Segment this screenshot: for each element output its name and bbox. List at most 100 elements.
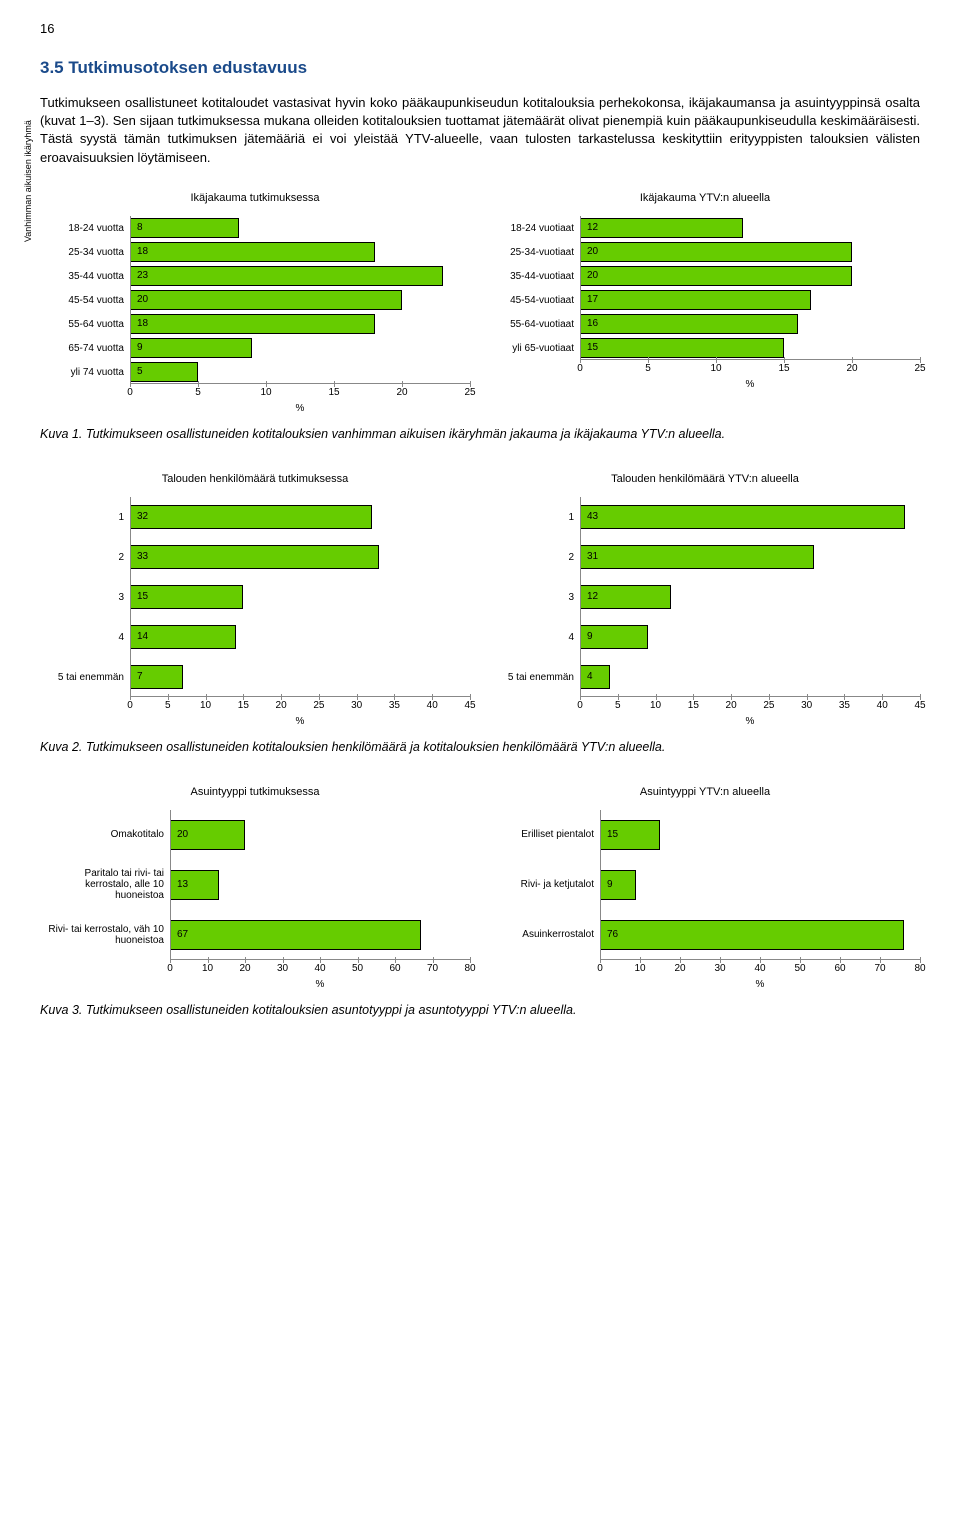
chart-bar-area: 16 xyxy=(580,312,920,336)
chart-bar-area: 20 xyxy=(580,264,920,288)
chart-row: yli 74 vuotta 5 xyxy=(40,360,470,384)
chart-category-label: 25-34-vuotiaat xyxy=(490,247,580,258)
chart-tick-label: 10 xyxy=(650,699,661,713)
chart-tick-label: 0 xyxy=(127,699,133,713)
chart-tick-label: 25 xyxy=(464,386,475,400)
chart-bar-area: 67 xyxy=(170,910,470,960)
chart-tick-label: 20 xyxy=(396,386,407,400)
chart-xlabel: % xyxy=(580,378,920,392)
chart-tick-label: 15 xyxy=(688,699,699,713)
chart-title: Asuintyyppi tutkimuksessa xyxy=(40,785,470,800)
chart-tick-label: 50 xyxy=(352,962,363,976)
chart-bar-value: 20 xyxy=(587,245,598,259)
chart-row: 2 31 xyxy=(490,537,920,577)
chart-tick-label: 0 xyxy=(577,699,583,713)
chart-tick-label: 5 xyxy=(615,699,621,713)
chart-category-label: 35-44 vuotta xyxy=(40,271,130,282)
chart-bar-value: 12 xyxy=(587,590,598,604)
chart-tick-label: 10 xyxy=(260,386,271,400)
chart-tick-label: 0 xyxy=(127,386,133,400)
chart-tick-label: 15 xyxy=(778,362,789,376)
chart-bar: 9 xyxy=(580,625,648,649)
chart-category-label: 3 xyxy=(40,592,130,603)
chart-bar: 4 xyxy=(580,665,610,689)
chart-row: 5 tai enemmän 4 xyxy=(490,657,920,697)
chart-bar-value: 5 xyxy=(137,365,143,379)
chart-bar-area: 12 xyxy=(580,216,920,240)
chart-row: 25-34-vuotiaat 20 xyxy=(490,240,920,264)
chart-xlabel: % xyxy=(130,402,470,416)
chart-category-label: 5 tai enemmän xyxy=(40,672,130,683)
chart-tick-label: 40 xyxy=(314,962,325,976)
chart-category-label: 45-54-vuotiaat xyxy=(490,295,580,306)
chart-bar: 18 xyxy=(130,242,375,262)
chart-bar-value: 20 xyxy=(587,269,598,283)
chart-bar-value: 76 xyxy=(607,928,618,942)
chart-row: 2 33 xyxy=(40,537,470,577)
chart-title: Talouden henkilömäärä YTV:n alueella xyxy=(490,472,920,487)
chart-tick-label: 40 xyxy=(754,962,765,976)
chart-category-label: 55-64 vuotta xyxy=(40,319,130,330)
caption-2: Kuva 2. Tutkimukseen osallistuneiden kot… xyxy=(40,739,920,757)
chart-bar: 20 xyxy=(170,820,245,850)
chart-title: Talouden henkilömäärä tutkimuksessa xyxy=(40,472,470,487)
chart-bar-area: 20 xyxy=(130,288,470,312)
chart-tick-label: 35 xyxy=(389,699,400,713)
chart-bar-value: 20 xyxy=(177,828,188,842)
chart-bar-area: 4 xyxy=(580,657,920,697)
chart-row: 55-64-vuotiaat 16 xyxy=(490,312,920,336)
chart-category-label: 3 xyxy=(490,592,580,603)
chart-tick-label: 45 xyxy=(464,699,475,713)
page-number: 16 xyxy=(40,20,920,38)
chart-row: 45-54 vuotta 20 xyxy=(40,288,470,312)
chart-bar-value: 9 xyxy=(587,630,593,644)
chart-category-label: yli 74 vuotta xyxy=(40,367,130,378)
chart1-right: Ikäjakauma YTV:n alueella 18-24 vuotiaat… xyxy=(490,191,920,416)
chart-bar-area: 12 xyxy=(580,577,920,617)
chart-tick-label: 25 xyxy=(914,362,925,376)
caption-1: Kuva 1. Tutkimukseen osallistuneiden kot… xyxy=(40,426,920,444)
chart-bar-area: 18 xyxy=(130,312,470,336)
chart-tick-label: 10 xyxy=(200,699,211,713)
chart-title: Ikäjakauma tutkimuksessa xyxy=(40,191,470,206)
chart-bar-area: 20 xyxy=(580,240,920,264)
chart-tick-label: 0 xyxy=(577,362,583,376)
chart-tick-label: 45 xyxy=(914,699,925,713)
chart-tick-label: 5 xyxy=(195,386,201,400)
chart-bar: 5 xyxy=(130,362,198,382)
chart-bar-value: 14 xyxy=(137,630,148,644)
chart-bar-area: 31 xyxy=(580,537,920,577)
chart2-right: Talouden henkilömäärä YTV:n alueella 1 4… xyxy=(490,472,920,729)
chart-bar-area: 9 xyxy=(580,617,920,657)
chart-row: Rivi- ja ketjutalot 9 xyxy=(490,860,920,910)
chart-bar-value: 15 xyxy=(607,828,618,842)
chart-xlabel: % xyxy=(600,978,920,992)
paragraph-1: Tutkimukseen osallistuneet kotitaloudet … xyxy=(40,94,920,167)
chart-tick-label: 0 xyxy=(167,962,173,976)
chart-tick-label: 30 xyxy=(277,962,288,976)
chart-tick-label: 60 xyxy=(389,962,400,976)
chart-category-label: Asuinkerrostalot xyxy=(490,929,600,940)
chart-bar-area: 5 xyxy=(130,360,470,384)
section-heading: 3.5 Tutkimusotoksen edustavuus xyxy=(40,56,920,80)
chart-bar-area: 15 xyxy=(600,810,920,860)
chart-bar-value: 43 xyxy=(587,510,598,524)
chart-tick-label: 15 xyxy=(238,699,249,713)
chart-pair-1: Ikäjakauma tutkimuksessa 18-24 vuotta 8 … xyxy=(40,191,920,416)
chart-bar-value: 18 xyxy=(137,245,148,259)
chart-bar-area: 13 xyxy=(170,860,470,910)
chart-row: 18-24 vuotiaat 12 xyxy=(490,216,920,240)
chart-category-label: 45-54 vuotta xyxy=(40,295,130,306)
chart-bar-value: 23 xyxy=(137,269,148,283)
chart-tick-label: 40 xyxy=(877,699,888,713)
chart-bar-area: 43 xyxy=(580,497,920,537)
chart-xlabel: % xyxy=(580,715,920,729)
chart-bar-area: 23 xyxy=(130,264,470,288)
chart-pair-3: Asuintyyppi tutkimuksessa Omakotitalo 20… xyxy=(40,785,920,992)
chart-category-label: 1 xyxy=(40,512,130,523)
chart-bar: 20 xyxy=(580,266,852,286)
chart-row: yli 65-vuotiaat 15 xyxy=(490,336,920,360)
chart-bar-area: 76 xyxy=(600,910,920,960)
chart-row: 1 32 xyxy=(40,497,470,537)
chart-bar-value: 8 xyxy=(137,221,143,235)
